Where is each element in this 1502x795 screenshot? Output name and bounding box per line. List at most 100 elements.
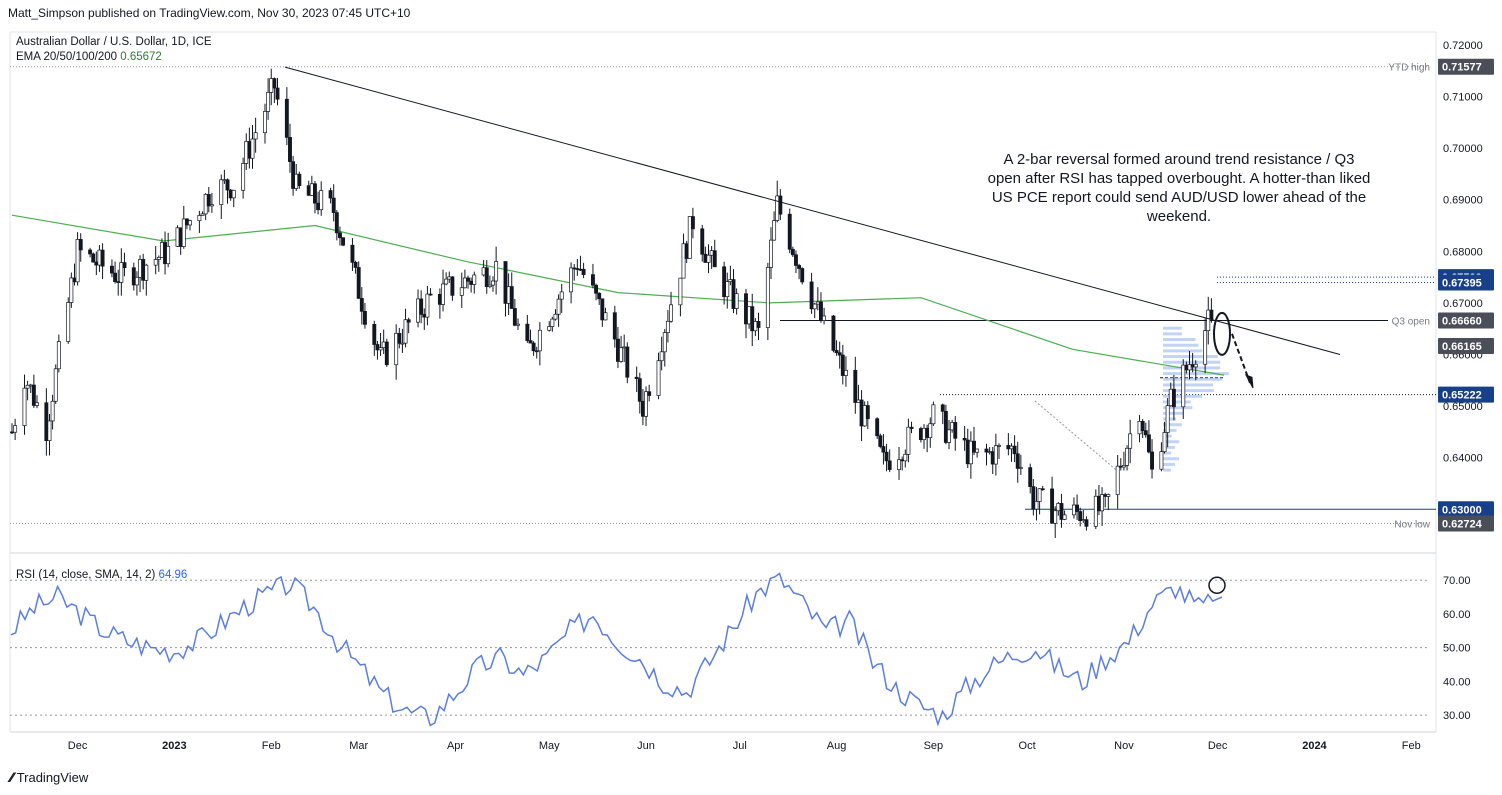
candle [1140, 419, 1145, 438]
candle [509, 272, 514, 309]
candle [297, 171, 302, 189]
ema-line [11, 214, 1225, 376]
candle [269, 68, 274, 106]
candle [294, 163, 299, 191]
candle [69, 272, 74, 308]
candle [925, 424, 930, 453]
volume-profile-bar [1163, 440, 1180, 444]
rsi-tick-label: 70.00 [1443, 575, 1471, 587]
volume-profile-bar [1163, 462, 1176, 466]
candle [993, 433, 998, 476]
candle [494, 246, 499, 295]
candle [931, 401, 936, 427]
price-tick-label: 0.72000 [1443, 40, 1483, 52]
candle [556, 294, 561, 327]
candle [1115, 455, 1120, 509]
rsi-tick-label: 60.00 [1443, 609, 1471, 621]
candle [450, 276, 455, 301]
candle [1006, 433, 1011, 456]
candle [419, 290, 424, 324]
rsi-value: 64.96 [158, 569, 188, 581]
candle [1028, 463, 1033, 494]
candle [594, 283, 599, 301]
candle [425, 285, 430, 326]
candle [615, 326, 620, 369]
candle [700, 224, 705, 262]
candle [1100, 487, 1105, 527]
candle [787, 208, 792, 254]
candle [753, 318, 758, 337]
time-tick-label: Mar [349, 740, 368, 752]
candle [403, 308, 408, 348]
rsi-tick-label: 50.00 [1443, 643, 1471, 655]
time-tick-label: Aug [827, 740, 847, 752]
candle [962, 426, 967, 451]
time-tick-label: Dec [68, 740, 88, 752]
volume-profile-bar [1163, 343, 1199, 347]
price-tick-label: 0.69000 [1443, 195, 1483, 207]
volume-profile-bar [1163, 451, 1172, 455]
time-tick-label: Nov [1114, 740, 1134, 752]
candle [1125, 445, 1129, 471]
candle [553, 309, 558, 321]
volume-profile-bar [1163, 366, 1221, 370]
candle [50, 394, 55, 430]
volume-profile-bar [1163, 411, 1184, 415]
volume-profile-bar [1163, 383, 1214, 387]
candle [531, 341, 536, 356]
candle [119, 248, 124, 296]
candle [744, 288, 748, 339]
price-tick-label: 0.65000 [1443, 401, 1483, 413]
candle [619, 335, 624, 363]
candle [853, 356, 858, 414]
rsi-legend[interactable]: RSI (14, close, SMA, 14, 2) 64.96 [16, 569, 187, 581]
candle [78, 233, 83, 262]
candle [790, 246, 795, 258]
price-level-value: 0.66660 [1442, 315, 1482, 327]
candle [253, 117, 258, 153]
candle [1150, 439, 1154, 479]
time-tick-label: Jul [733, 740, 747, 752]
candle [837, 341, 842, 369]
tradingview-footer[interactable]: ⁄⁄ TradingView [10, 769, 88, 785]
candle [400, 328, 405, 353]
volume-profile-bar [1163, 428, 1177, 432]
candle [747, 306, 752, 329]
symbol-legend[interactable]: Australian Dollar / U.S. Dollar, 1D, ICE [16, 36, 212, 48]
candle [984, 443, 989, 466]
candle [1103, 492, 1108, 508]
candle [175, 225, 180, 247]
candle [665, 310, 670, 343]
symbol-title: Australian Dollar / U.S. Dollar, 1D, ICE [16, 36, 212, 48]
candle [309, 175, 314, 196]
candle [156, 255, 161, 272]
candle [353, 260, 358, 274]
candle [918, 426, 923, 443]
candle [1162, 421, 1167, 454]
candle [656, 352, 661, 400]
candle [131, 262, 136, 291]
candle [1165, 398, 1170, 448]
candle [362, 303, 367, 329]
candle [44, 388, 49, 456]
candle [725, 272, 730, 309]
ema-legend[interactable]: EMA 20/50/100/200 0.65672 [16, 51, 162, 63]
candle [859, 390, 864, 442]
price-level-value: 0.66165 [1442, 341, 1482, 353]
candle [1137, 414, 1142, 443]
candle [88, 247, 93, 258]
candle [288, 123, 292, 173]
candle [406, 317, 411, 334]
candle [1118, 458, 1123, 471]
candle [506, 273, 511, 316]
trade-annotation: A 2-bar reversal formed around trend res… [987, 151, 1371, 225]
candle [47, 414, 52, 456]
candle [731, 269, 736, 314]
candle [709, 245, 714, 269]
candle [572, 264, 577, 281]
candle [372, 320, 377, 356]
candle [225, 178, 230, 204]
candle [537, 322, 542, 366]
candle [181, 205, 186, 249]
